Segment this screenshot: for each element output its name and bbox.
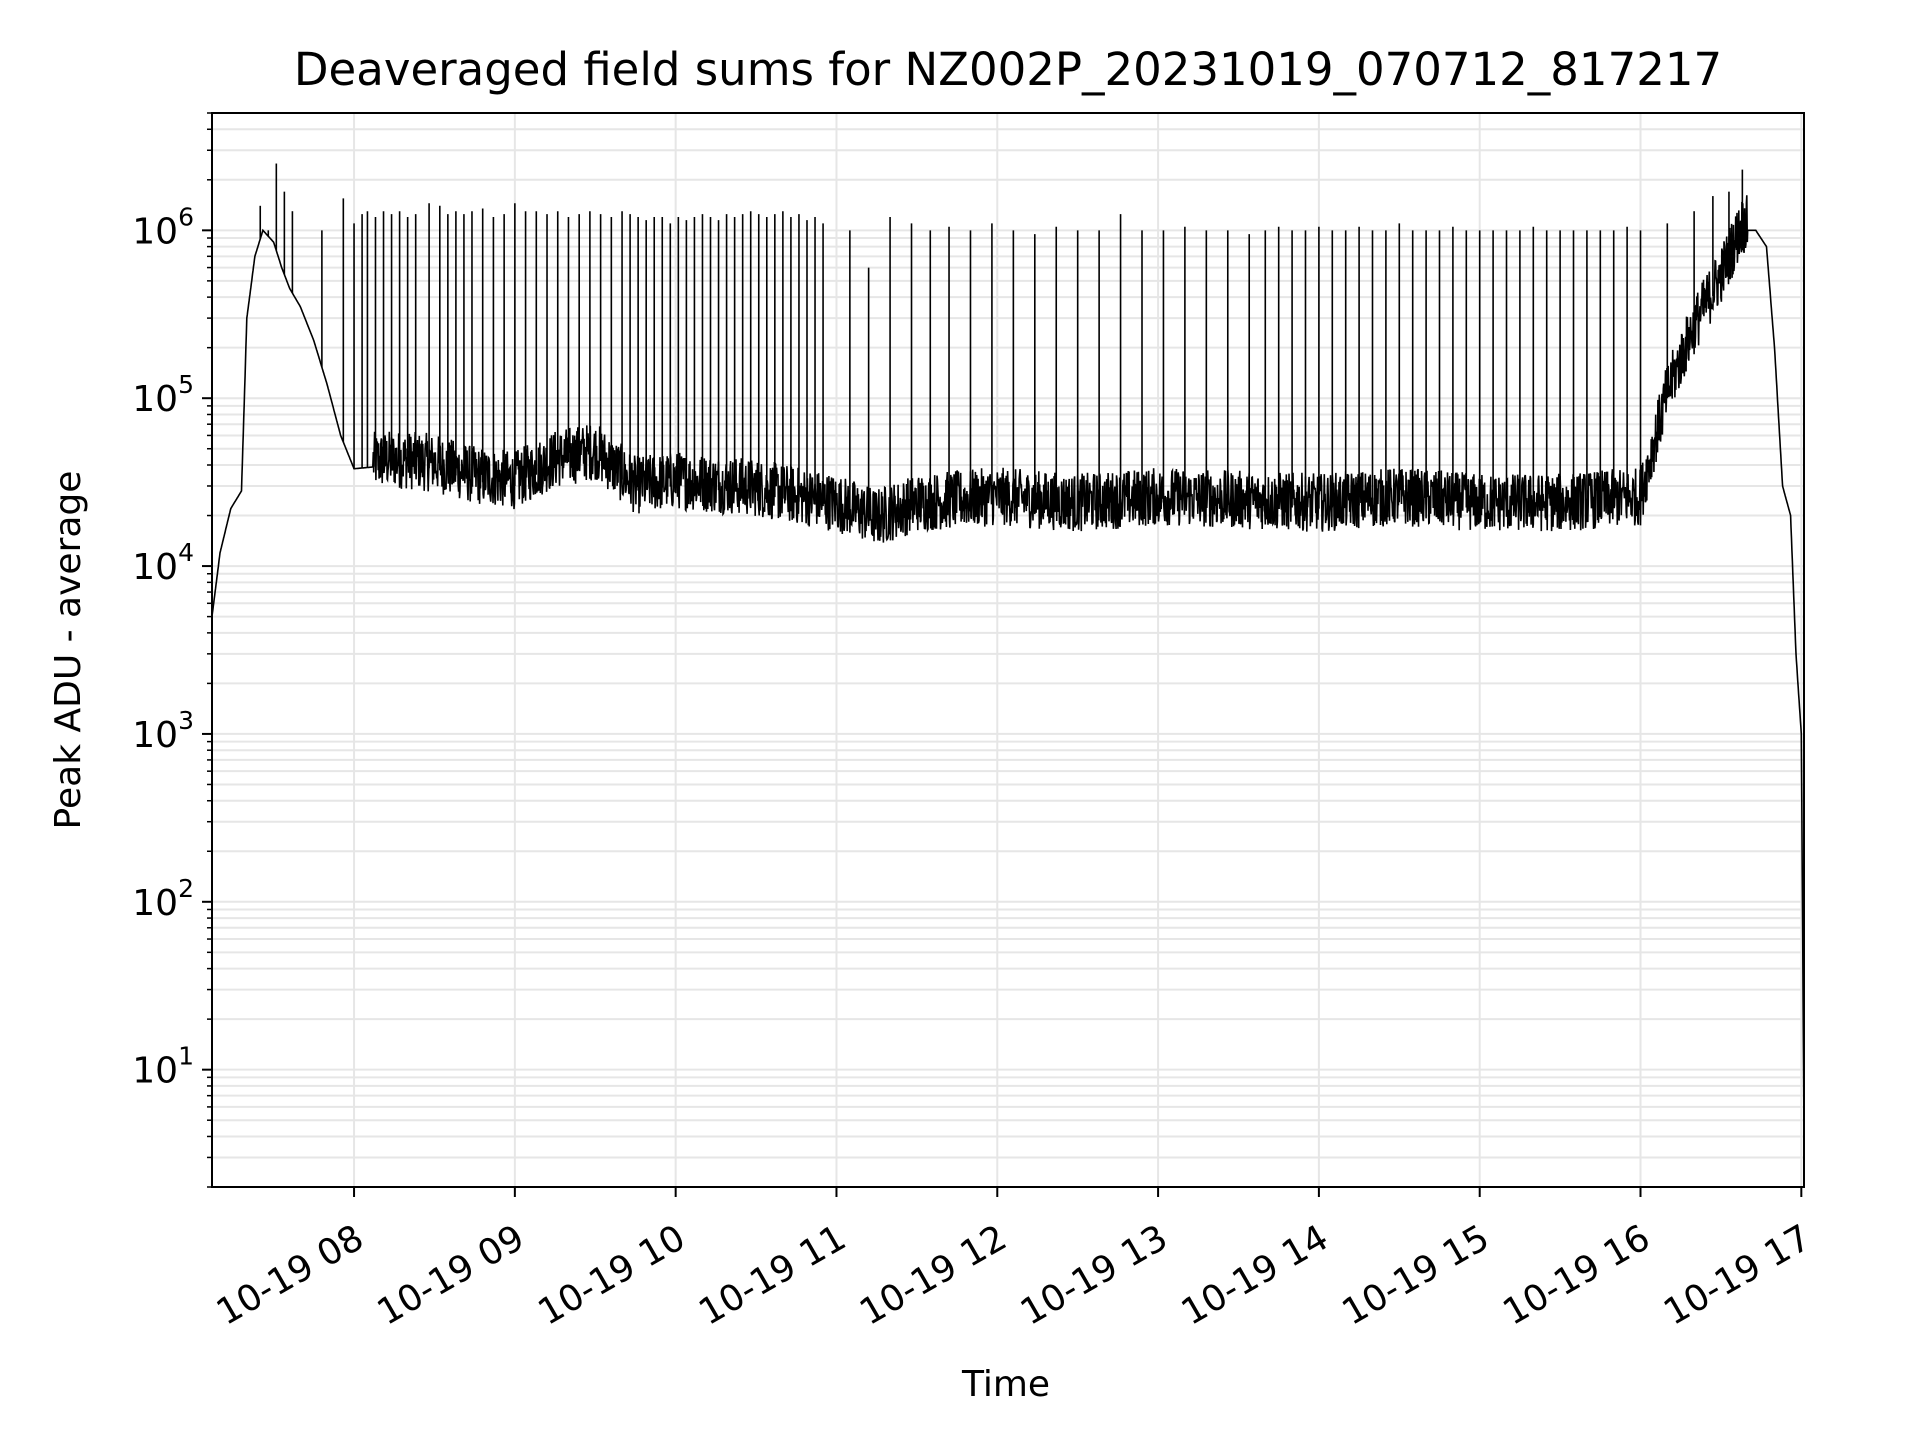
y-tick-label: 105	[132, 370, 194, 420]
x-axis-label: Time	[961, 1364, 1050, 1405]
plot-frame	[211, 112, 1805, 1188]
y-axis-label: Peak ADU - average	[48, 471, 89, 830]
y-tick-label: 104	[132, 538, 194, 588]
y-tick-label: 102	[132, 874, 194, 924]
chart-title: Deaveraged field sums for NZ002P_2023101…	[294, 43, 1722, 96]
y-axis-ticks: 101 102 103 104 105 106	[132, 112, 212, 1188]
grid-lines	[212, 112, 1804, 1188]
y-tick-label: 101	[132, 1042, 194, 1092]
baseline-line	[211, 195, 1805, 1137]
y-tick-label: 103	[132, 706, 194, 756]
y-tick-label: 106	[132, 202, 194, 252]
data-series	[211, 163, 1805, 1137]
